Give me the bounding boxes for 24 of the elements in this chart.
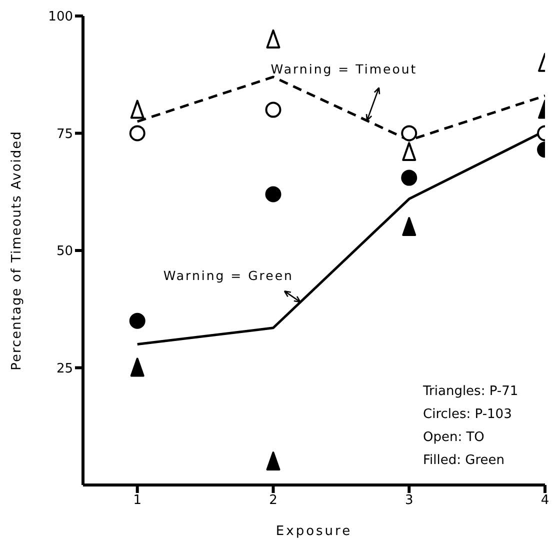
point [130, 358, 144, 377]
series-label: Warning = Green [163, 268, 294, 284]
y-tick-label: 75 [56, 126, 73, 142]
y-axis-title: Percentage of Timeouts Avoided [10, 130, 25, 370]
point [129, 125, 146, 142]
annotation: Triangles: P-71 [423, 383, 518, 401]
y-tick-label: 50 [56, 244, 73, 260]
y-tick-label: 25 [56, 361, 73, 376]
point [266, 452, 280, 471]
point [130, 100, 144, 119]
point [266, 29, 280, 48]
annotation: Open: TO [423, 429, 486, 447]
x-tick-label: 3 [404, 493, 414, 508]
x-tick-label: 2 [269, 493, 278, 508]
series-label: Warning = Timeout [270, 62, 418, 77]
x-tick-label: 4 [540, 493, 550, 508]
y-tick-label: 100 [48, 10, 73, 25]
point [265, 186, 282, 202]
x-tick-label: 1 [133, 493, 142, 508]
point [265, 102, 282, 118]
x-axis-title: Exposure [276, 524, 352, 539]
annotation: Filled: Green [423, 452, 506, 470]
annotation: Circles: P-103 [423, 406, 513, 424]
point [129, 312, 146, 329]
